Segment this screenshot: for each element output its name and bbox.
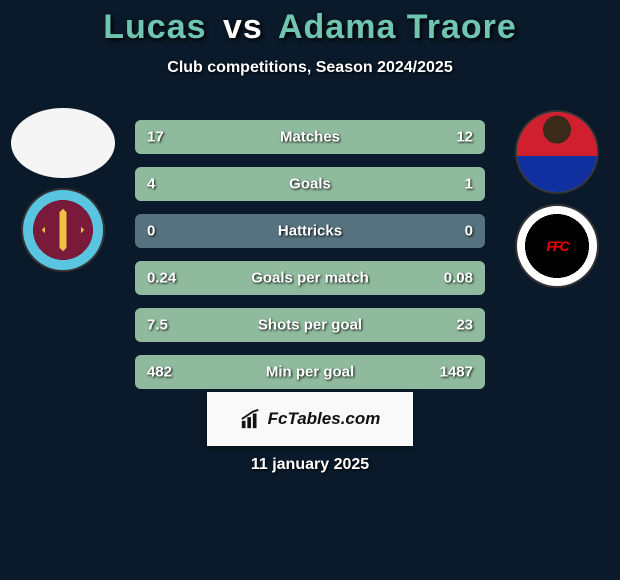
player2-club-badge	[515, 204, 599, 288]
player1-name: Lucas	[103, 8, 206, 46]
brand-text: FcTables.com	[268, 409, 381, 429]
stat-label: Min per goal	[135, 364, 485, 381]
player2-avatar	[515, 110, 599, 194]
stat-row: 41Goals	[135, 167, 485, 201]
stat-row: 00Hattricks	[135, 214, 485, 248]
stat-label: Goals	[135, 176, 485, 193]
stat-row: 4821487Min per goal	[135, 355, 485, 389]
stat-label: Hattricks	[135, 223, 485, 240]
subtitle: Club competitions, Season 2024/2025	[0, 59, 620, 77]
player2-name: Adama Traore	[278, 8, 517, 46]
chart-icon	[240, 408, 262, 430]
stat-bars: 1712Matches 41Goals 00Hattricks 0.240.08Goa…	[135, 120, 485, 402]
player2-column	[502, 100, 612, 298]
player1-avatar	[11, 108, 115, 178]
stat-row: 7.523Shots per goal	[135, 308, 485, 342]
comparison-title: Lucas vs Adama Traore	[0, 0, 620, 47]
player1-column	[8, 100, 118, 282]
date: 11 january 2025	[0, 456, 620, 474]
brand-badge: FcTables.com	[207, 392, 413, 446]
player1-club-badge	[21, 188, 105, 272]
stat-label: Matches	[135, 129, 485, 146]
stat-label: Shots per goal	[135, 317, 485, 334]
stat-row: 0.240.08Goals per match	[135, 261, 485, 295]
stat-row: 1712Matches	[135, 120, 485, 154]
stat-label: Goals per match	[135, 270, 485, 287]
vs-text: vs	[223, 8, 263, 46]
